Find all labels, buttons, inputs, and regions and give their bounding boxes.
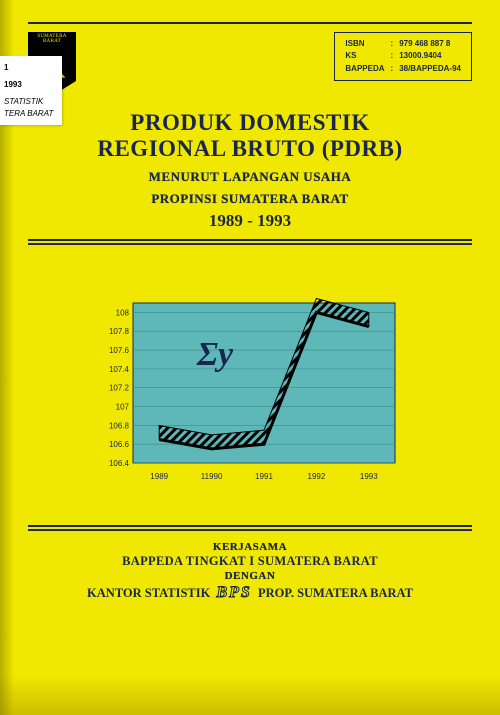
footer-line-2: BAPPEDA TINGKAT I SUMATERA BARAT [28, 554, 472, 569]
tab-line: STATISTIK [4, 96, 58, 107]
isbn-key: ISBN [345, 39, 388, 49]
title-sub-2: PROPINSI SUMATERA BARAT [28, 191, 472, 207]
tab-line: 1 [4, 62, 58, 73]
footer-line-3: DENGAN [28, 570, 472, 582]
table-row: KS : 13000.9404 [345, 51, 461, 61]
svg-text:11990: 11990 [201, 472, 223, 481]
footer-post: PROP. SUMATERA BARAT [258, 586, 413, 600]
line-chart: 106.4 106.6 106.8 107 107.2 107.4 107.6 107.8 10… [95, 295, 405, 485]
table-row: BAPPEDA : 38/BAPPEDA-94 [345, 64, 461, 74]
svg-text:106.4: 106.4 [109, 459, 130, 468]
title-block: PRODUK DOMESTIK REGIONAL BRUTO (PDRB) ME… [28, 110, 472, 231]
svg-text:1993: 1993 [360, 472, 378, 481]
svg-text:107.8: 107.8 [109, 327, 130, 336]
top-rule [28, 22, 472, 24]
isbn-value: 979 468 887 8 [399, 39, 461, 49]
svg-text:108: 108 [116, 308, 130, 317]
svg-text:107.6: 107.6 [109, 346, 130, 355]
isbn-box: ISBN : 979 468 887 8 KS : 13000.9404 BAP… [334, 32, 472, 81]
svg-text:106.6: 106.6 [109, 440, 130, 449]
library-tab: 1 1993 STATISTIK TERA BARAT [0, 56, 62, 125]
footer-line-4: KANTOR STATISTIK BPS PROP. SUMATERA BARA… [28, 584, 472, 602]
footer-pre: KANTOR STATISTIK [87, 586, 210, 600]
tab-line: TERA BARAT [4, 108, 58, 119]
isbn-key: BAPPEDA [345, 64, 388, 74]
isbn-value: 38/BAPPEDA-94 [399, 64, 461, 74]
table-row: ISBN : 979 468 887 8 [345, 39, 461, 49]
bps-logo-icon: BPS [213, 584, 254, 601]
footer-line-1: KERJASAMA [28, 541, 472, 553]
svg-text:107: 107 [116, 402, 130, 411]
cover-page: SUMATERA BARAT ISBN : 979 468 887 8 KS : [0, 0, 500, 715]
isbn-key: KS [345, 51, 388, 61]
svg-text:1992: 1992 [308, 472, 326, 481]
header-row: SUMATERA BARAT ISBN : 979 468 887 8 KS : [28, 32, 472, 92]
chart-container: 106.4 106.6 106.8 107 107.2 107.4 107.6 107.8 10… [28, 295, 472, 485]
title-sub-1: MENURUT LAPANGAN USAHA [28, 169, 472, 185]
svg-text:1989: 1989 [150, 472, 168, 481]
svg-text:107.2: 107.2 [109, 384, 130, 393]
svg-text:Σy: Σy [196, 336, 234, 373]
bottom-shadow [0, 675, 500, 715]
double-rule-top [28, 239, 472, 245]
svg-text:106.8: 106.8 [109, 421, 130, 430]
svg-text:107.4: 107.4 [109, 365, 130, 374]
logo-banner: SUMATERA BARAT [28, 32, 76, 46]
double-rule-bottom [28, 525, 472, 531]
footer-block: KERJASAMA BAPPEDA TINGKAT I SUMATERA BAR… [28, 541, 472, 602]
title-main-2: REGIONAL BRUTO (PDRB) [28, 136, 472, 162]
isbn-table: ISBN : 979 468 887 8 KS : 13000.9404 BAP… [343, 37, 463, 76]
tab-line: 1993 [4, 79, 58, 90]
title-years: 1989 - 1993 [28, 211, 472, 231]
svg-text:1991: 1991 [255, 472, 273, 481]
title-main-1: PRODUK DOMESTIK [28, 110, 472, 136]
isbn-value: 13000.9404 [399, 51, 461, 61]
